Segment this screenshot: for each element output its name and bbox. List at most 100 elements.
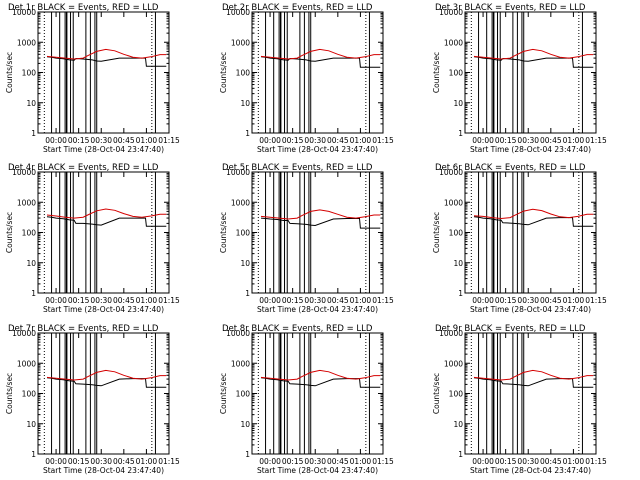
series-line [46,369,167,381]
series-line [46,56,167,67]
x-tick-label: 01:00 [563,136,585,145]
chart-panel: Det 3r BLACK = Events, RED = LLD 1 10 100 10… [432,3,607,154]
y-tick-label: 100 [22,390,37,399]
series-line [473,377,594,388]
y-tick-label: 1000 [444,38,463,47]
x-tick-label: 00:00 [45,136,67,145]
x-tick-label: 00:30 [517,457,539,466]
x-tick-label: 00:15 [68,296,90,305]
y-tick-label: 100 [236,69,251,78]
series-line [260,377,381,388]
y-tick-label: 10000 [439,329,463,338]
x-tick-label: 00:30 [304,457,326,466]
chart-panel: Det 6r BLACK = Events, RED = LLD 1 10 100 10… [432,163,607,314]
x-tick-label: 01:15 [158,136,180,145]
y-tick-label: 1000 [444,198,463,207]
series-line [260,209,381,220]
y-tick-label: 1000 [231,359,250,368]
x-tick-label: 00:00 [472,136,494,145]
y-tick-label: 10000 [12,329,36,338]
x-tick-label: 01:15 [158,457,180,466]
x-axis-label: Start Time (28-Oct-04 23:47:40) [470,145,591,154]
chart-title: Det 9r BLACK = Events, RED = LLD [435,324,586,334]
x-tick-label: 01:15 [585,136,607,145]
y-tick-label: 10 [26,99,36,108]
x-axis-label: Start Time (28-Oct-04 23:47:40) [43,305,164,314]
x-axis-label: Start Time (28-Oct-04 23:47:40) [257,145,378,154]
y-tick-label: 1 [458,289,463,298]
chart-title: Det 1r BLACK = Events, RED = LLD [8,3,159,13]
chart-panel: Det 1r BLACK = Events, RED = LLD 1 10 100 10… [5,3,180,154]
x-tick-label: 00:45 [327,457,349,466]
y-tick-label: 10000 [439,168,463,177]
x-tick-label: 00:30 [517,296,539,305]
x-tick-label: 01:00 [563,457,585,466]
y-tick-label: 10000 [12,8,36,17]
plot-frame [251,171,384,294]
chart-title: Det 6r BLACK = Events, RED = LLD [435,163,586,173]
y-axis-label: Counts/sec [219,212,228,253]
x-tick-label: 01:00 [350,136,372,145]
chart-panel: Det 4r BLACK = Events, RED = LLD 1 10 100 10… [5,163,180,314]
y-tick-label: 10000 [226,8,250,17]
y-tick-label: 1000 [17,38,36,47]
x-tick-label: 00:45 [327,296,349,305]
y-tick-label: 10 [240,99,250,108]
series-line [46,208,167,219]
x-tick-label: 00:45 [113,296,135,305]
y-tick-label: 10000 [439,8,463,17]
y-tick-label: 1 [31,129,36,138]
y-tick-label: 100 [449,69,464,78]
y-tick-label: 1000 [231,198,250,207]
x-tick-label: 00:45 [540,136,562,145]
x-tick-label: 00:00 [259,457,281,466]
series-line [260,56,381,68]
chart-title: Det 8r BLACK = Events, RED = LLD [222,324,373,334]
y-tick-label: 100 [449,390,464,399]
y-tick-label: 1 [31,289,36,298]
x-axis-label: Start Time (28-Oct-04 23:47:40) [43,145,164,154]
chart-panel: Det 2r BLACK = Events, RED = LLD 1 10 100 10… [219,3,394,154]
series-line [473,369,594,381]
x-tick-label: 01:15 [372,296,394,305]
y-axis-label: Counts/sec [432,373,441,414]
x-tick-label: 00:30 [304,136,326,145]
x-tick-label: 01:00 [563,296,585,305]
series-line [46,216,167,227]
series-line [260,48,381,60]
plot-frame [251,332,384,455]
x-tick-label: 00:15 [495,457,517,466]
series-line [473,48,594,60]
series-line [473,208,594,220]
x-tick-label: 00:15 [68,457,90,466]
x-axis-label: Start Time (28-Oct-04 23:47:40) [257,466,378,475]
series-line [46,48,167,60]
x-tick-label: 00:45 [327,136,349,145]
x-tick-label: 00:45 [540,296,562,305]
x-tick-label: 01:15 [585,296,607,305]
chart-panel: Det 9r BLACK = Events, RED = LLD 1 10 100 10… [432,324,607,475]
x-tick-label: 00:30 [517,136,539,145]
x-tick-label: 01:00 [136,136,158,145]
x-tick-label: 00:00 [472,457,494,466]
series-line [260,217,381,229]
chart-panel: Det 7r BLACK = Events, RED = LLD 1 10 100 10… [5,324,180,475]
chart-panel: Det 5r BLACK = Events, RED = LLD 1 10 100 10… [219,163,394,314]
x-tick-label: 00:15 [495,136,517,145]
y-tick-label: 10000 [226,329,250,338]
y-tick-label: 10 [240,259,250,268]
x-tick-label: 01:15 [585,457,607,466]
y-tick-label: 10 [453,99,463,108]
chart-title: Det 5r BLACK = Events, RED = LLD [222,163,373,173]
x-tick-label: 00:30 [304,296,326,305]
x-tick-label: 00:00 [259,136,281,145]
plot-frame [464,332,597,455]
x-tick-label: 00:30 [90,296,112,305]
plot-frame [464,11,597,134]
y-tick-label: 1 [245,129,250,138]
x-tick-label: 00:45 [540,457,562,466]
y-tick-label: 100 [22,69,37,78]
x-tick-label: 00:00 [45,296,67,305]
x-tick-label: 01:15 [372,457,394,466]
